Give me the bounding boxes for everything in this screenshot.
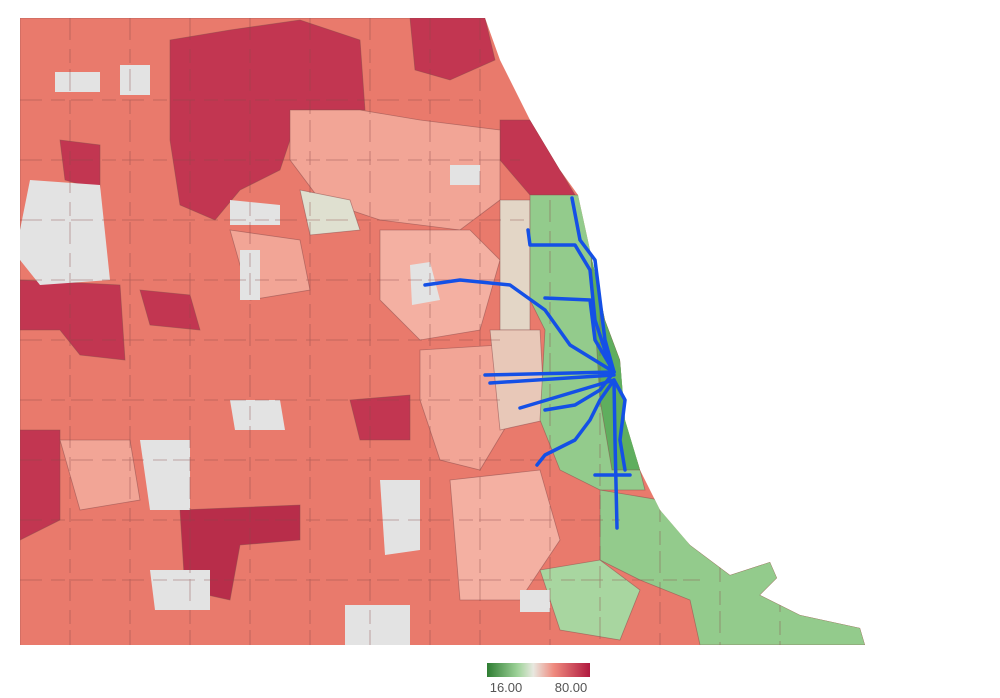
no-data <box>55 65 150 95</box>
no-data <box>20 180 110 285</box>
transit-lines <box>423 196 632 530</box>
no-data <box>150 570 210 610</box>
region <box>409 18 496 81</box>
land <box>20 18 865 645</box>
no-data <box>380 480 420 555</box>
no-data <box>230 400 285 430</box>
boundaries <box>20 18 781 645</box>
region <box>59 439 141 511</box>
region <box>20 279 126 361</box>
no-data <box>520 590 550 612</box>
region <box>499 199 531 331</box>
region <box>599 489 865 645</box>
no-data <box>345 605 410 645</box>
no-data <box>230 200 280 225</box>
region <box>139 289 201 331</box>
region <box>589 239 641 471</box>
no-data <box>450 165 480 185</box>
legend-min-label: 16.00 <box>490 680 523 695</box>
no-data <box>140 440 190 510</box>
legend-max-label: 80.00 <box>555 680 588 695</box>
legend-gradient <box>487 663 590 677</box>
region <box>349 394 411 441</box>
